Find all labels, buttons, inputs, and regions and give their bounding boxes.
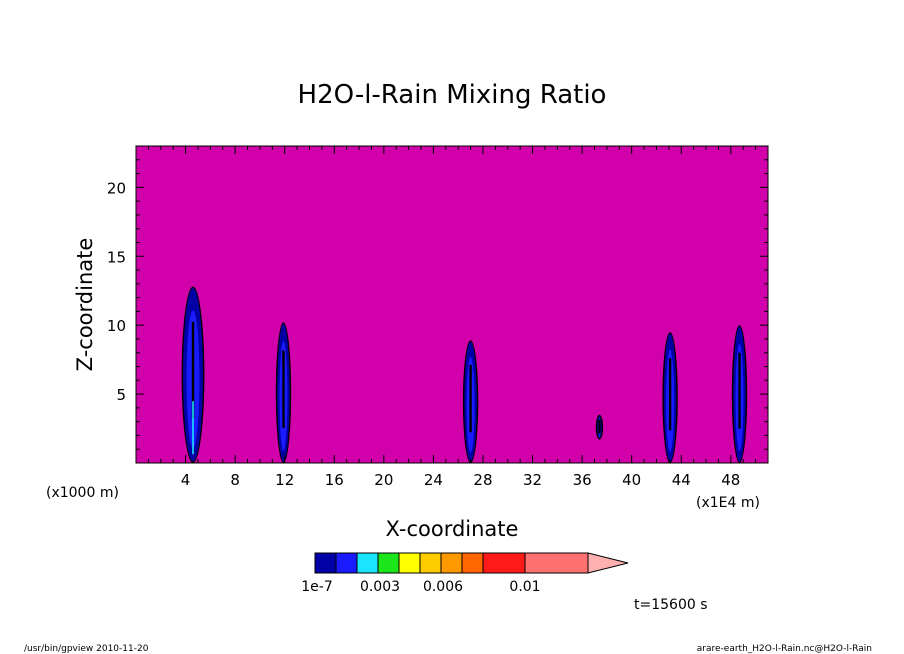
x-tick-label: 44 bbox=[672, 471, 691, 489]
footer-left: /usr/bin/gpview 2010-11-20 bbox=[24, 644, 149, 654]
time-label: t=15600 s bbox=[634, 597, 708, 613]
plume-core bbox=[668, 358, 672, 431]
x-axis-label: X-coordinate bbox=[386, 517, 519, 541]
x-unit-right: (x1E4 m) bbox=[696, 495, 760, 511]
plume bbox=[731, 325, 748, 463]
plume bbox=[181, 286, 205, 463]
plume-core bbox=[191, 321, 195, 419]
chart-title: H2O-l-Rain Mixing Ratio bbox=[298, 80, 607, 110]
plot-frame bbox=[135, 145, 769, 464]
x-tick-label: 32 bbox=[523, 471, 542, 489]
y-tick-label: 10 bbox=[107, 317, 126, 335]
colorbar-swatch bbox=[335, 552, 358, 574]
colorbar-swatch bbox=[482, 552, 526, 574]
plume-core bbox=[282, 350, 285, 428]
footer-right: arare-earth_H2O-l-Rain.nc@H2O-l-Rain bbox=[697, 644, 872, 654]
y-tick-label: 5 bbox=[116, 386, 126, 404]
x-tick-label: 8 bbox=[230, 471, 240, 489]
colorbar-swatch bbox=[356, 552, 379, 574]
x-tick-label: 20 bbox=[374, 471, 393, 489]
x-tick-label: 12 bbox=[275, 471, 294, 489]
colorbar-swatch bbox=[524, 552, 589, 574]
plume bbox=[595, 414, 604, 440]
colorbar-swatch bbox=[377, 552, 400, 574]
colorbar: 1e-7 0.003 0.006 0.01 bbox=[301, 552, 629, 595]
y-tick-label: 15 bbox=[107, 248, 126, 266]
plume-peak bbox=[192, 401, 194, 455]
plume-core bbox=[469, 364, 472, 433]
x-tick-label: 24 bbox=[424, 471, 443, 489]
colorbar-swatch bbox=[440, 552, 463, 574]
colorbar-label: 0.003 bbox=[360, 579, 400, 595]
plume bbox=[275, 322, 292, 464]
x-tick-label: 36 bbox=[573, 471, 592, 489]
plume bbox=[462, 340, 479, 463]
x-tick-label: 40 bbox=[622, 471, 641, 489]
colorbar-label: 1e-7 bbox=[301, 579, 332, 595]
rain-plumes bbox=[181, 286, 748, 464]
plume-core bbox=[598, 419, 601, 434]
x-tick-label: 28 bbox=[473, 471, 492, 489]
plume-core bbox=[738, 352, 741, 429]
plume bbox=[662, 332, 678, 464]
x-unit-left: (x1000 m) bbox=[46, 485, 119, 501]
x-tick-label: 4 bbox=[181, 471, 191, 489]
colorbar-swatch bbox=[419, 552, 442, 574]
colorbar-label: 0.006 bbox=[423, 579, 463, 595]
colorbar-extend bbox=[587, 552, 629, 574]
colorbar-swatch bbox=[314, 552, 337, 574]
x-tick-label: 16 bbox=[325, 471, 344, 489]
y-axis-label: Z-coordinate bbox=[73, 238, 97, 372]
y-tick-label: 20 bbox=[107, 179, 126, 197]
x-tick-label: 48 bbox=[721, 471, 740, 489]
colorbar-swatch bbox=[461, 552, 484, 574]
colorbar-swatch bbox=[398, 552, 421, 574]
colorbar-label: 0.01 bbox=[509, 579, 540, 595]
